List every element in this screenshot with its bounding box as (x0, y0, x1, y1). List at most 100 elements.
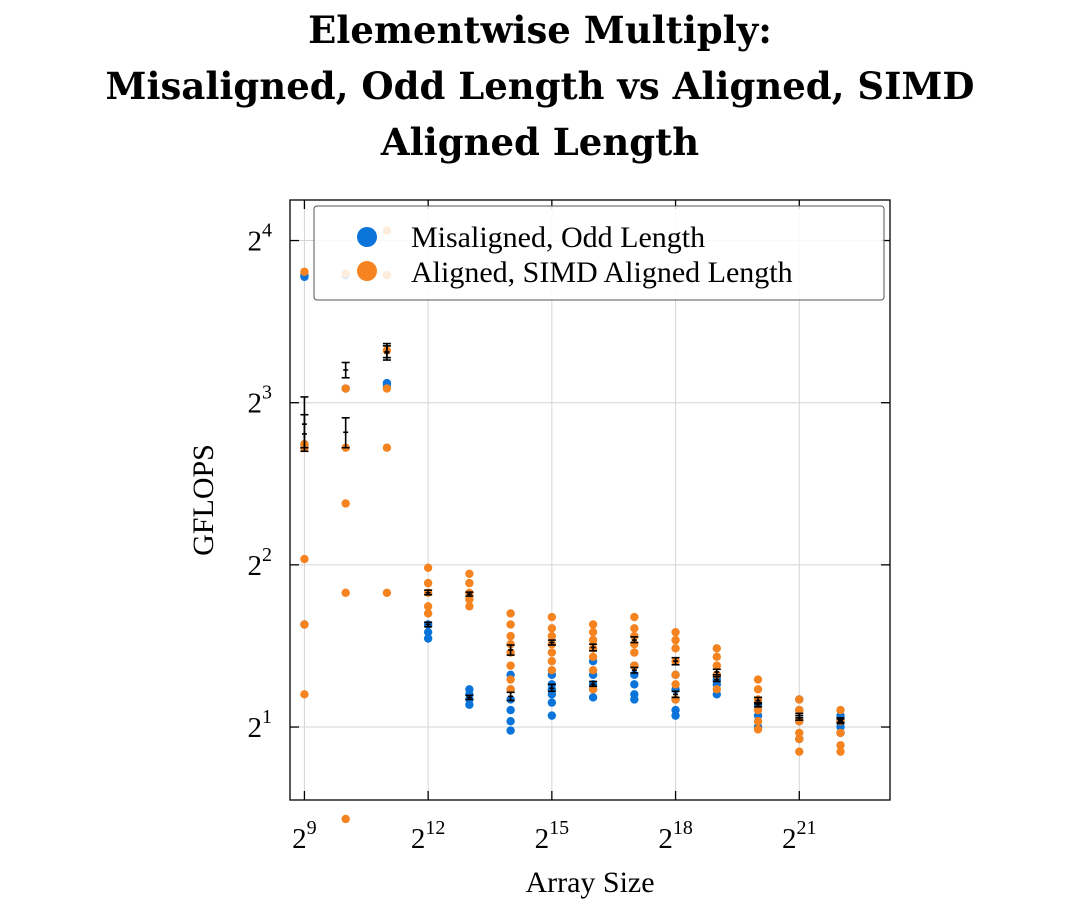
aligned-point (795, 734, 804, 744)
misaligned-point (423, 634, 433, 643)
aligned-point (506, 639, 515, 649)
aligned-point (712, 685, 722, 694)
aligned-point (671, 627, 680, 637)
aligned-point (671, 680, 680, 689)
aligned-point (341, 499, 350, 508)
aligned-point (506, 675, 515, 684)
aligned-point (547, 648, 557, 657)
aligned-point (753, 717, 763, 726)
aligned-point (795, 705, 804, 715)
aligned-point (547, 612, 557, 622)
misaligned-point (547, 711, 557, 720)
legend-box (313, 205, 885, 301)
aligned-error-bar (795, 712, 804, 719)
y-tick-label: 21 (248, 706, 273, 744)
misaligned-point (588, 693, 598, 702)
aligned-point (588, 652, 598, 662)
aligned-point (341, 814, 350, 824)
misaligned-error-bar (547, 683, 556, 693)
aligned-point (753, 705, 763, 715)
aligned-point (465, 602, 474, 611)
x-tick-label: 212 (411, 817, 446, 855)
aligned-point (341, 384, 350, 393)
aligned-error-bar (754, 696, 763, 705)
legend-marker-aligned (357, 261, 377, 281)
misaligned-error-bar (465, 694, 474, 701)
aligned-point (423, 578, 433, 588)
misaligned-point (630, 680, 639, 689)
aligned-error-bar (836, 717, 845, 724)
chart-title-line-3: Aligned Length (380, 120, 700, 164)
chart-title-line-1: Elementwise Multiply: (308, 8, 772, 52)
aligned-point (836, 705, 845, 715)
aligned-error-bar (712, 668, 721, 676)
misaligned-error-bar (341, 417, 350, 449)
aligned-point (630, 624, 639, 633)
aligned-point (795, 695, 804, 704)
aligned-point (630, 612, 639, 622)
aligned-point (836, 741, 845, 750)
y-tick-label: 24 (248, 220, 273, 258)
data-points (300, 226, 845, 824)
aligned-point (836, 728, 845, 738)
aligned-point (382, 588, 392, 597)
aligned-error-bar (630, 636, 639, 644)
aligned-point (712, 644, 722, 653)
aligned-point (547, 624, 557, 633)
legend-label-aligned: Aligned, SIMD Aligned Length (411, 256, 793, 289)
legend: Misaligned, Odd Length Aligned, SIMD Ali… (313, 205, 885, 301)
misaligned-error-bar (630, 666, 639, 674)
aligned-point (753, 685, 763, 694)
aligned-point (506, 609, 515, 618)
error-bars (300, 342, 845, 725)
plot-frame (289, 199, 891, 801)
legend-label-misaligned: Misaligned, Odd Length (411, 221, 705, 254)
aligned-point (300, 554, 309, 564)
aligned-point (795, 747, 804, 756)
aligned-error-bar (547, 639, 556, 646)
aligned-point (753, 725, 763, 734)
aligned-point (465, 578, 474, 588)
aligned-point (423, 602, 433, 611)
aligned-point (671, 670, 680, 680)
aligned-point (795, 728, 804, 738)
aligned-point (547, 631, 557, 641)
aligned-point (506, 620, 515, 629)
aligned-point (588, 665, 598, 675)
y-axis-label: GFLOPS (187, 444, 220, 556)
misaligned-point (671, 705, 680, 715)
misaligned-point (836, 722, 845, 732)
misaligned-point (547, 698, 557, 707)
misaligned-point (630, 690, 639, 699)
aligned-point (712, 661, 722, 670)
legend-marker-misaligned (357, 227, 377, 247)
aligned-point (753, 675, 763, 684)
y-tick-label: 22 (248, 544, 273, 582)
aligned-point (300, 690, 309, 699)
aligned-error-bar (589, 643, 598, 652)
aligned-point (588, 620, 598, 629)
aligned-error-bar (300, 396, 309, 449)
misaligned-point (506, 726, 515, 735)
aligned-point (382, 443, 392, 452)
misaligned-error-bar (712, 675, 721, 683)
misaligned-error-bar (424, 621, 433, 628)
aligned-point (671, 644, 680, 653)
aligned-point (465, 569, 474, 579)
aligned-error-bar (506, 644, 515, 656)
misaligned-error-bar (671, 690, 680, 699)
aligned-point (547, 665, 557, 675)
aligned-point (506, 631, 515, 641)
x-tick-label: 29 (292, 817, 317, 855)
aligned-point (836, 747, 845, 756)
aligned-point (465, 595, 474, 604)
misaligned-point (465, 685, 474, 694)
misaligned-point (506, 705, 515, 715)
aligned-error-bar (424, 589, 433, 596)
aligned-point (712, 652, 722, 662)
aligned-point (588, 635, 598, 645)
aligned-point (795, 717, 804, 726)
x-tick-label: 221 (782, 817, 817, 855)
aligned-error-bar (341, 361, 350, 379)
chart-title: Elementwise Multiply: Misaligned, Odd Le… (0, 2, 1080, 170)
